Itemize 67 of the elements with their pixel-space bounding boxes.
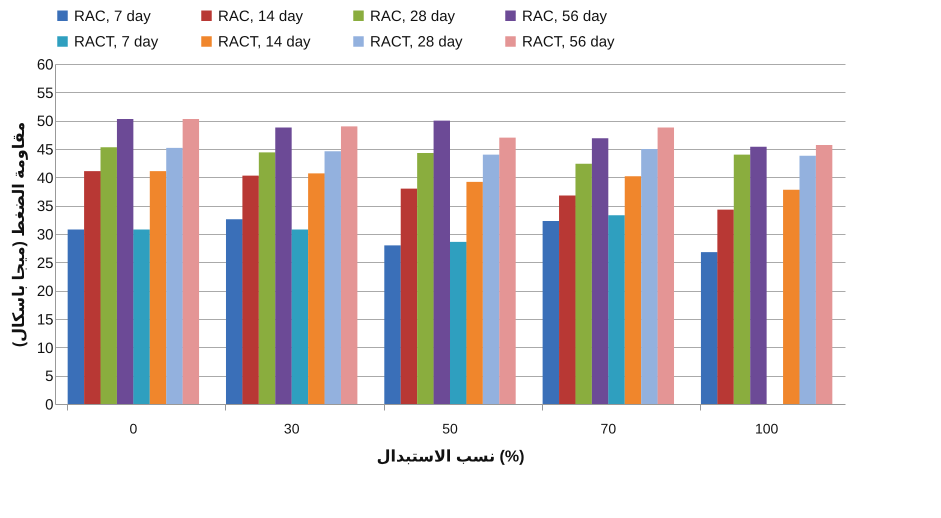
bar [68,229,84,404]
bar [100,147,117,404]
bar [734,154,750,404]
y-tick-label: 50 [36,113,54,130]
bar [133,229,150,404]
bar [700,252,718,404]
y-axis-title: مقاومة الضغط (ميجا باسكال) [10,122,28,348]
bar [258,152,276,404]
y-tick-label: 55 [36,84,54,102]
y-tick-label: 40 [36,170,54,187]
y-tick-label: 10 [36,340,54,357]
x-tick-label: 50 [442,420,458,436]
y-tick-label: 30 [36,226,54,244]
legend-label: RACT, 28 day [370,34,464,50]
y-tick-label: 5 [45,368,54,386]
legend-label: RAC, 56 day [522,8,608,25]
y-tick-label: 45 [36,142,54,158]
bar [542,220,560,404]
bar [84,171,101,404]
bar [816,145,832,404]
bar [292,229,308,404]
bar [466,182,483,404]
bar [226,219,242,404]
y-tick-label: 60 [36,56,54,74]
bar [150,171,166,404]
legend-label: RACT, 7 day [74,34,159,50]
y-tick-label: 35 [36,198,54,216]
bar [340,126,358,404]
bar [308,173,325,404]
x-tick-label: 70 [600,420,616,436]
y-tick-label: 20 [36,283,54,300]
bar [641,149,658,404]
y-tick-label: 15 [36,312,54,328]
bar [450,242,466,404]
bar [434,120,450,404]
bar [242,176,259,404]
bar [116,118,134,404]
legend-label: RACT, 56 day [522,34,616,50]
x-tick-label: 100 [754,420,779,436]
bar [624,176,642,404]
bar [166,148,183,404]
x-axis-title: نسب الاستبدال (%) [376,448,524,466]
x-tick-label: 30 [284,420,300,436]
bar [608,215,625,404]
bar [799,156,816,404]
bar [384,245,401,404]
legend-label: RAC, 28 day [370,8,456,25]
bar [783,190,800,404]
legend-label: RAC, 14 day [218,8,304,25]
bar [559,195,576,404]
bar [575,164,592,404]
bar [717,210,734,404]
bar [499,138,516,404]
y-tick-label: 25 [36,254,54,272]
legend-label: RACT, 14 day [218,34,312,50]
legend-label: RAC, 7 day [74,8,152,25]
bar [592,138,608,404]
bar [482,154,500,404]
x-tick-label: 0 [129,420,138,436]
bar [182,118,200,404]
bar [417,152,434,404]
bar [400,188,418,404]
bar [275,127,292,404]
y-tick-label: 0 [45,396,54,414]
bar [324,151,341,404]
bar [658,127,674,404]
bar [750,146,767,404]
